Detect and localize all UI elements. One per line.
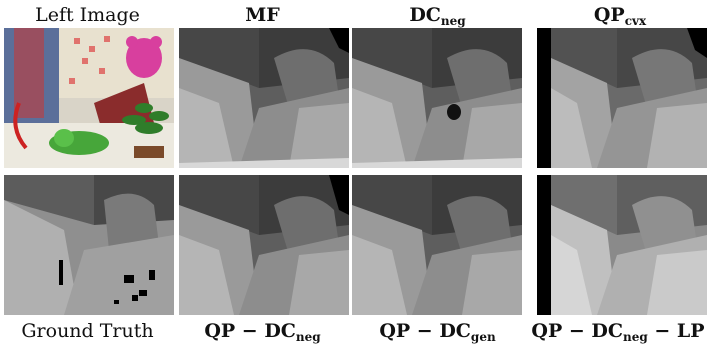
disparity-qp-dc-gen [352, 175, 522, 315]
header-dc-neg-sub: neg [440, 14, 466, 28]
ground-truth-disparity [4, 175, 174, 315]
header-dc-neg: DCneg [350, 4, 525, 32]
header-dc-neg-base: DC [409, 4, 441, 26]
footer-qp-dc-neg-base: QP − DC [204, 320, 296, 342]
footer-qp-dc-neg-lp-sub: neg [623, 330, 648, 344]
footer-qp-dc-neg: QP − DCneg [175, 320, 350, 348]
header-qp-cvx: QPcvx [525, 4, 715, 32]
footer-qp-dc-neg-lp-base: QP − DC [531, 320, 624, 342]
disparity-dc-neg [352, 28, 522, 168]
footer-ground-truth: Ground Truth [0, 320, 175, 342]
footer-qp-dc-neg-lp: QP − DCneg − LP [521, 320, 715, 348]
header-qp-cvx-base: QP [593, 4, 625, 26]
footer-qp-dc-gen-sub: gen [470, 330, 496, 344]
header-mf: MF [175, 4, 350, 26]
footer-qp-dc-neg-lp-tail: − LP [647, 320, 705, 342]
footer-ground-truth-text: Ground Truth [21, 320, 154, 342]
footer-qp-dc-gen: QP − DCgen [350, 320, 525, 348]
header-left-image: Left Image [0, 4, 175, 26]
disparity-qp-dc-neg [179, 175, 349, 315]
disparity-mf [179, 28, 349, 168]
header-mf-text: MF [245, 4, 280, 26]
left-image-photo [4, 28, 174, 168]
header-qp-cvx-sub: cvx [624, 14, 647, 28]
disparity-qp-cvx [537, 28, 707, 168]
disparity-qp-dc-neg-lp [537, 175, 707, 315]
footer-qp-dc-gen-base: QP − DC [379, 320, 471, 342]
footer-qp-dc-neg-sub: neg [295, 330, 321, 344]
header-left-image-text: Left Image [35, 4, 140, 26]
